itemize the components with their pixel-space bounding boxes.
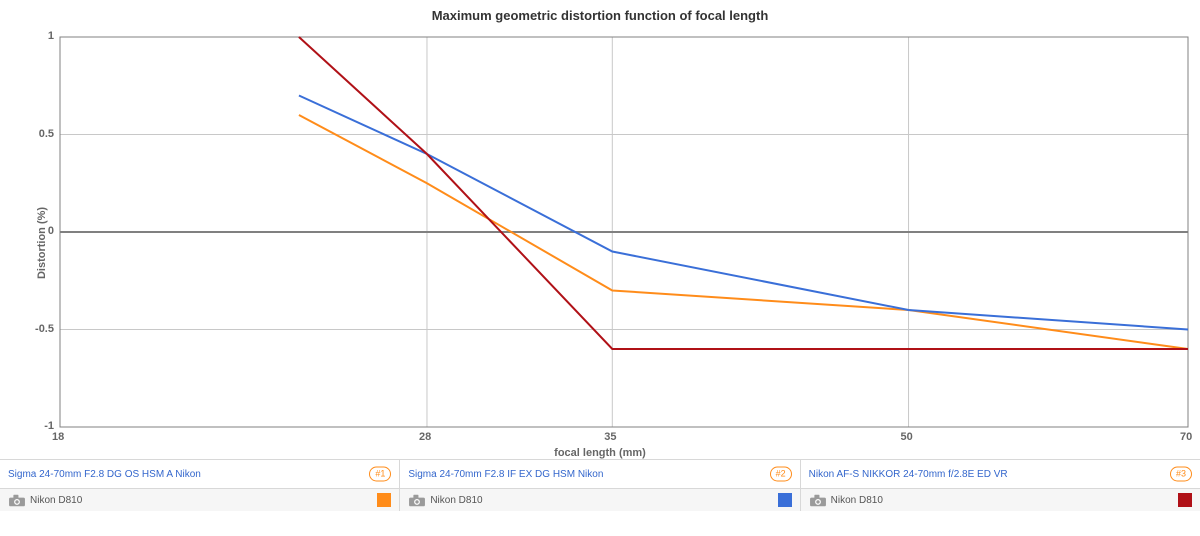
x-axis-label: focal length (mm) xyxy=(554,447,646,459)
x-tick-label: 70 xyxy=(1180,431,1192,443)
legend-camera-cell: Nikon D810 xyxy=(400,489,800,511)
lens-link[interactable]: Sigma 24-70mm F2.8 IF EX DG HSM Nikon xyxy=(408,469,603,480)
rank-badge: #3 xyxy=(1170,467,1192,482)
chart-plot-area: Distortion (%) focal length (mm) -1-0.50… xyxy=(0,27,1200,459)
y-tick-label: 0 xyxy=(48,225,54,237)
legend-lens-cell: Sigma 24-70mm F2.8 IF EX DG HSM Nikon #2 xyxy=(400,460,800,488)
camera-icon xyxy=(408,494,426,507)
lens-link[interactable]: Nikon AF-S NIKKOR 24-70mm f/2.8E ED VR xyxy=(809,469,1008,480)
x-tick-label: 50 xyxy=(901,431,913,443)
legend-camera-cell: Nikon D810 xyxy=(0,489,400,511)
lens-link[interactable]: Sigma 24-70mm F2.8 DG OS HSM A Nikon xyxy=(8,469,201,480)
x-tick-label: 35 xyxy=(604,431,616,443)
x-tick-label: 18 xyxy=(52,431,64,443)
legend-lens-row: Sigma 24-70mm F2.8 DG OS HSM A Nikon#1Si… xyxy=(0,459,1200,488)
series-color-swatch xyxy=(377,493,391,507)
camera-icon xyxy=(8,494,26,507)
camera-name[interactable]: Nikon D810 xyxy=(430,495,482,506)
series-color-swatch xyxy=(778,493,792,507)
chart-title: Maximum geometric distortion function of… xyxy=(0,0,1200,27)
legend-lens-cell: Sigma 24-70mm F2.8 DG OS HSM A Nikon #1 xyxy=(0,460,400,488)
camera-icon xyxy=(809,494,827,507)
camera-name[interactable]: Nikon D810 xyxy=(30,495,82,506)
camera-name[interactable]: Nikon D810 xyxy=(831,495,883,506)
legend-lens-cell: Nikon AF-S NIKKOR 24-70mm f/2.8E ED VR #3 xyxy=(801,460,1200,488)
chart-container: Maximum geometric distortion function of… xyxy=(0,0,1200,511)
y-tick-label: -0.5 xyxy=(35,323,54,335)
y-axis-label: Distortion (%) xyxy=(36,207,48,279)
rank-badge: #1 xyxy=(369,467,391,482)
series-color-swatch xyxy=(1178,493,1192,507)
rank-badge: #2 xyxy=(770,467,792,482)
y-tick-label: 1 xyxy=(48,30,54,42)
x-tick-label: 28 xyxy=(419,431,431,443)
chart-svg xyxy=(0,27,1200,459)
y-tick-label: 0.5 xyxy=(39,128,54,140)
legend-camera-row: Nikon D810 Nikon D810 Nikon D810 xyxy=(0,488,1200,511)
legend-camera-cell: Nikon D810 xyxy=(801,489,1200,511)
